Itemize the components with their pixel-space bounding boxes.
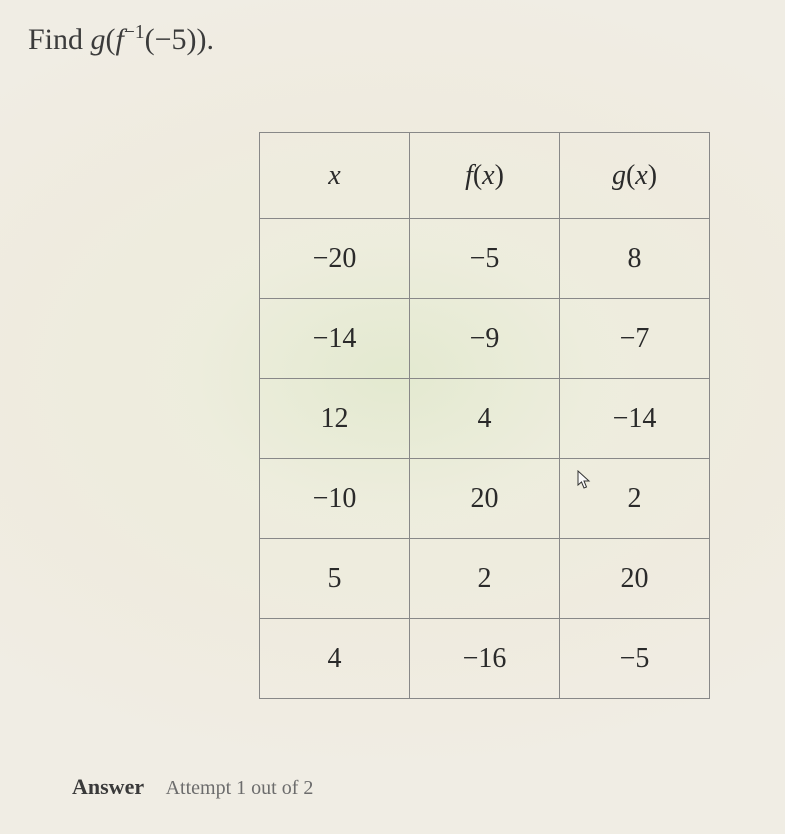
- cell-fx: 20: [410, 459, 560, 539]
- column-header-x: x: [260, 133, 410, 219]
- table-row: −20 −5 8: [260, 219, 710, 299]
- attempt-counter: Attempt 1 out of 2: [166, 777, 314, 799]
- cell-gx: −14: [560, 379, 710, 459]
- argument-value: −5: [155, 23, 187, 56]
- cell-gx: 20: [560, 539, 710, 619]
- cell-fx: 2: [410, 539, 560, 619]
- table-row: −14 −9 −7: [260, 299, 710, 379]
- inner-function: f: [116, 23, 124, 56]
- cell-fx: −9: [410, 299, 560, 379]
- cell-x: 4: [260, 619, 410, 699]
- answer-label: Answer: [72, 774, 144, 799]
- period: .: [207, 23, 215, 56]
- answer-section: Answer Attempt 1 out of 2: [72, 774, 313, 800]
- column-header-gx: g(x): [560, 133, 710, 219]
- open-paren-1: (: [106, 23, 116, 56]
- open-paren-2: (: [145, 23, 155, 56]
- cell-fx: 4: [410, 379, 560, 459]
- column-header-fx: f(x): [410, 133, 560, 219]
- find-label: Find: [28, 23, 91, 56]
- table-header-row: x f(x) g(x): [260, 133, 710, 219]
- table-row: −10 20 2: [260, 459, 710, 539]
- outer-function: g: [91, 23, 106, 56]
- function-table-container: x f(x) g(x) −20 −5 8 −14 −9 −7 12 4 −14 …: [259, 132, 710, 699]
- close-paren-1: ): [197, 23, 207, 56]
- cell-fx: −16: [410, 619, 560, 699]
- cell-x: −20: [260, 219, 410, 299]
- question-prompt: Find g(f−1(−5)).: [28, 22, 214, 57]
- cell-x: 12: [260, 379, 410, 459]
- cell-gx: −7: [560, 299, 710, 379]
- inverse-exponent: −1: [124, 22, 145, 43]
- cell-fx: −5: [410, 219, 560, 299]
- close-paren-2: ): [187, 23, 197, 56]
- cell-gx: 2: [560, 459, 710, 539]
- cell-x: 5: [260, 539, 410, 619]
- cell-gx: 8: [560, 219, 710, 299]
- table-row: 12 4 −14: [260, 379, 710, 459]
- cell-gx: −5: [560, 619, 710, 699]
- cell-x: −14: [260, 299, 410, 379]
- function-table: x f(x) g(x) −20 −5 8 −14 −9 −7 12 4 −14 …: [259, 132, 710, 699]
- table-row: 4 −16 −5: [260, 619, 710, 699]
- cell-x: −10: [260, 459, 410, 539]
- table-row: 5 2 20: [260, 539, 710, 619]
